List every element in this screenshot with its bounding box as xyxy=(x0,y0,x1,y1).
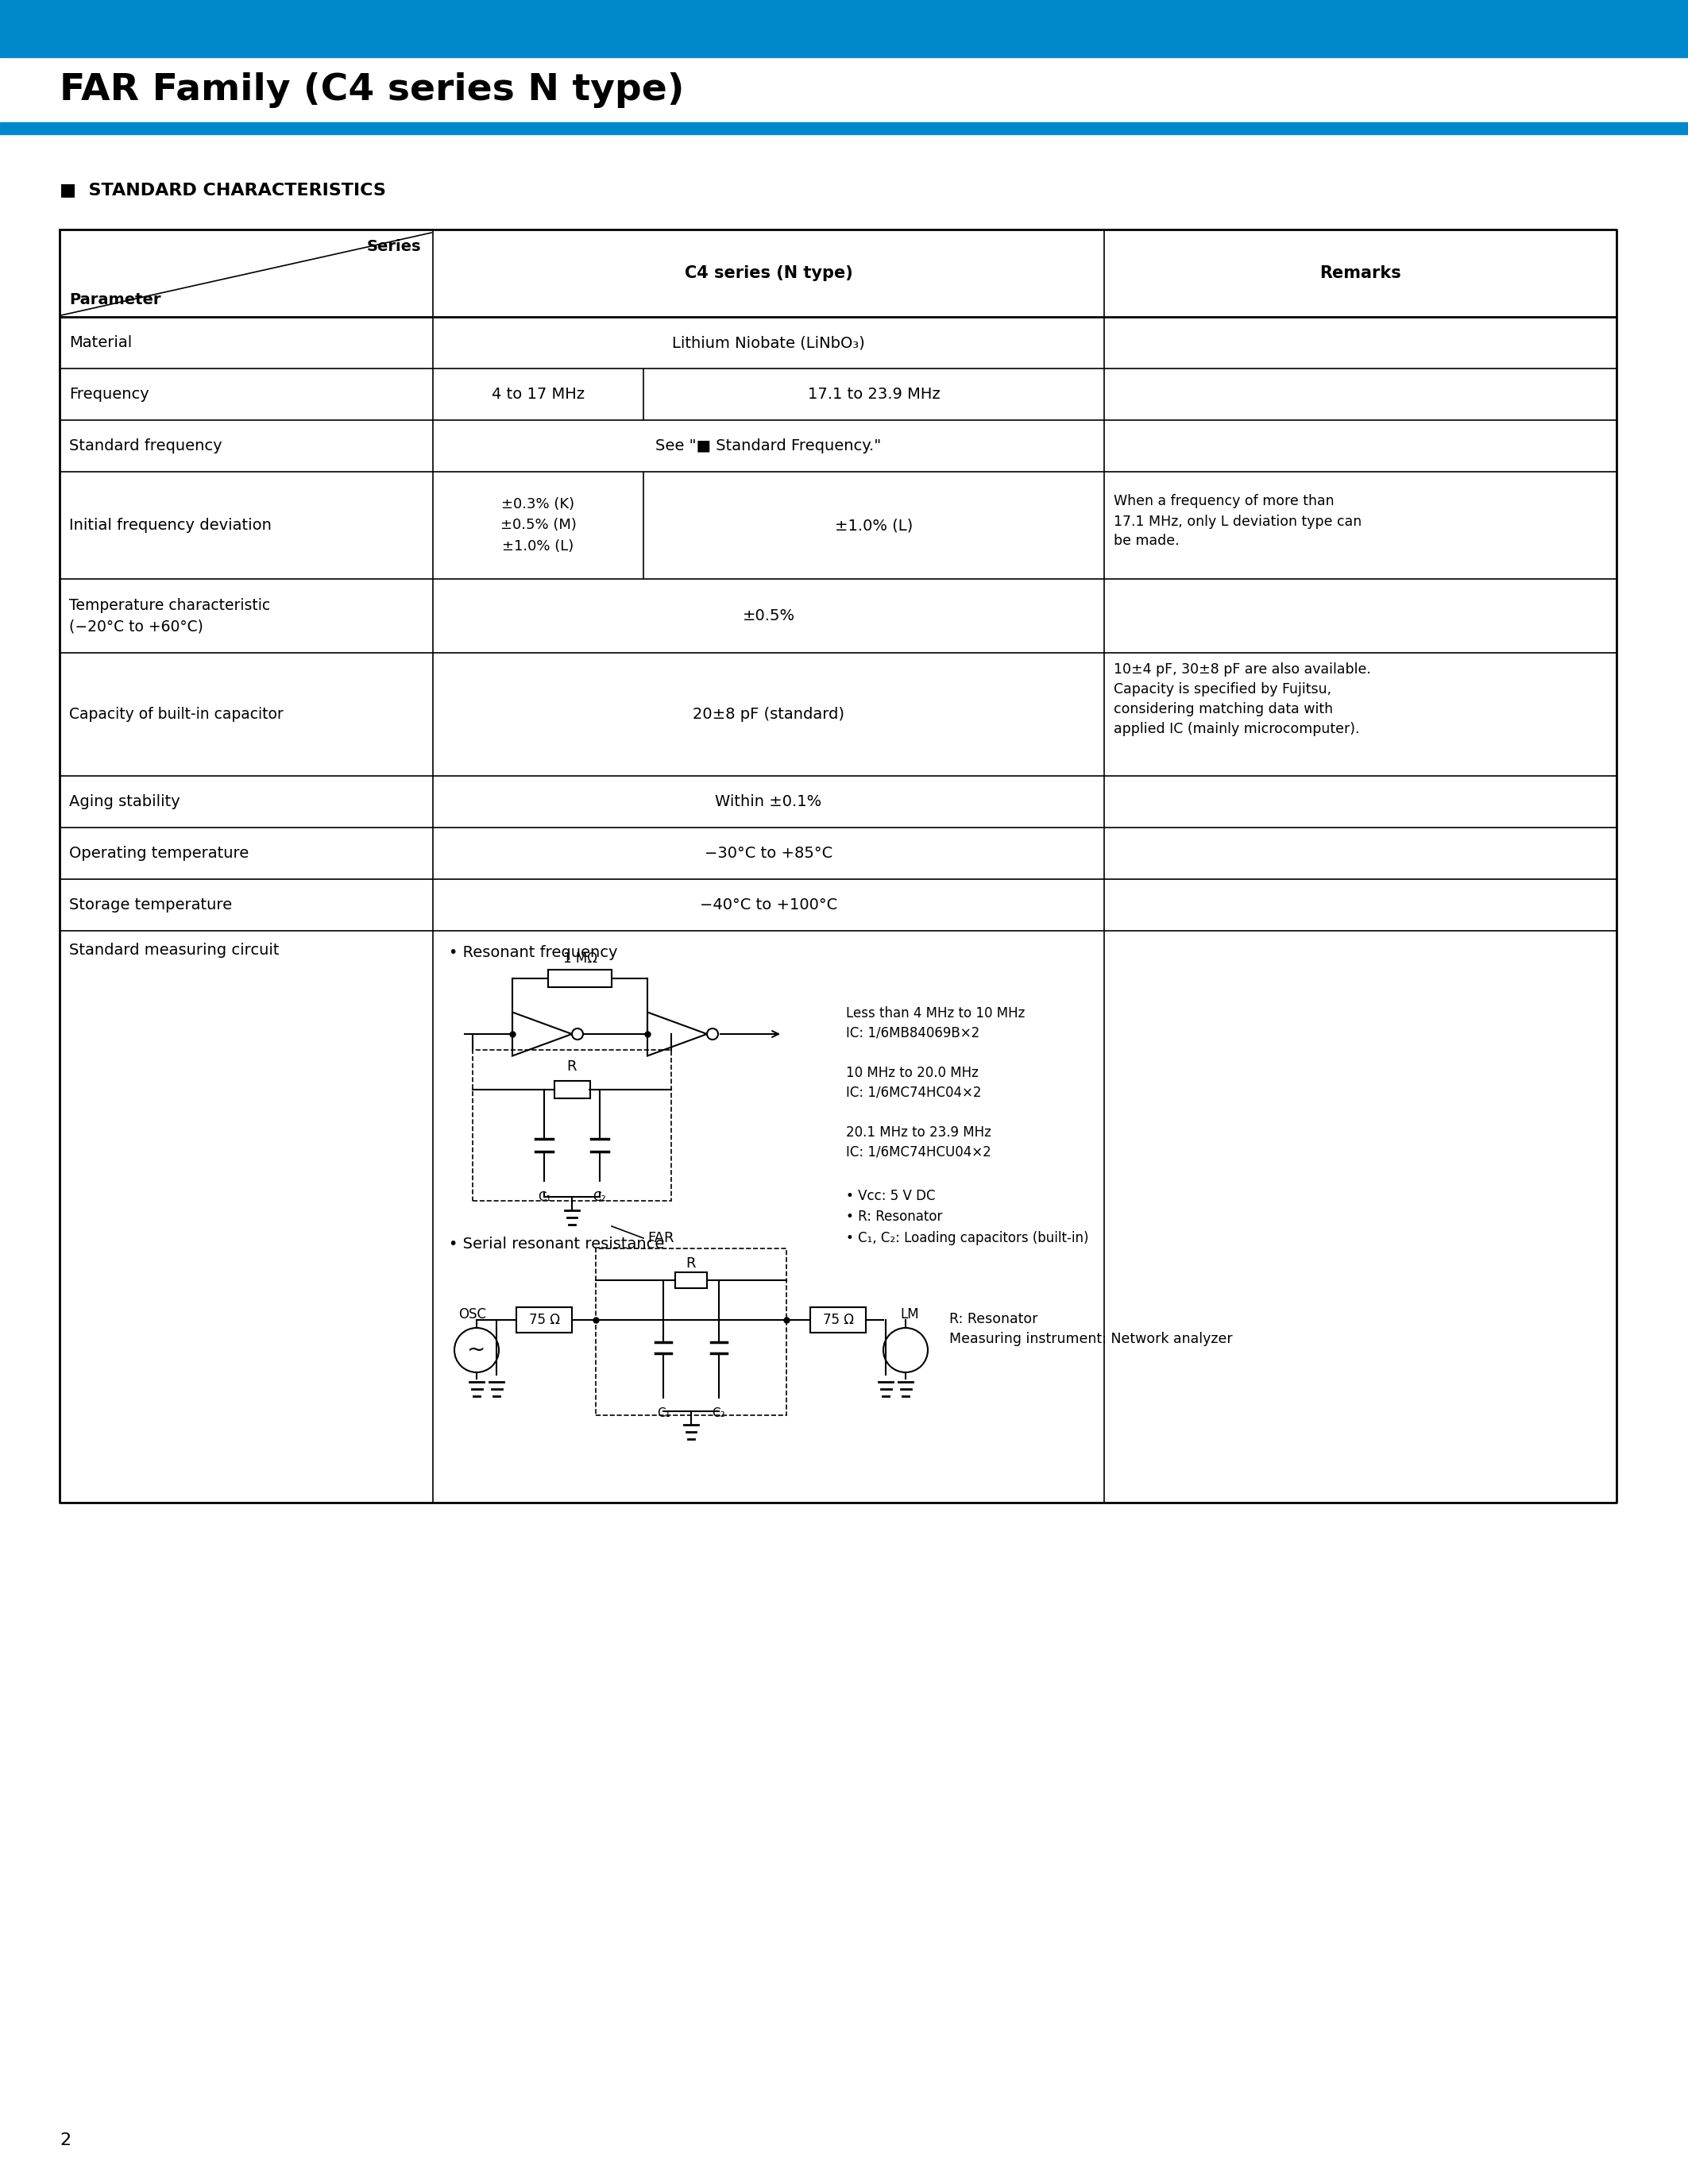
Bar xyxy=(473,1051,672,1201)
Text: Operating temperature: Operating temperature xyxy=(69,845,248,860)
Text: Series: Series xyxy=(366,238,420,253)
Text: • Resonant frequency: • Resonant frequency xyxy=(449,946,618,961)
Text: Remarks: Remarks xyxy=(1320,264,1401,282)
Text: 20.1 MHz to 23.9 MHz
IC: 1/6MC74HCU04×2: 20.1 MHz to 23.9 MHz IC: 1/6MC74HCU04×2 xyxy=(846,1125,991,1160)
Text: 1 MΩ: 1 MΩ xyxy=(562,952,598,965)
Text: FAR Family (C4 series N type): FAR Family (C4 series N type) xyxy=(59,72,684,107)
Text: Temperature characteristic
(−20°C to +60°C): Temperature characteristic (−20°C to +60… xyxy=(69,598,270,633)
Text: Capacity of built-in capacitor: Capacity of built-in capacitor xyxy=(69,708,284,723)
Text: Less than 4 MHz to 10 MHz
IC: 1/6MB84069B×2: Less than 4 MHz to 10 MHz IC: 1/6MB84069… xyxy=(846,1007,1025,1040)
Text: 10±4 pF, 30±8 pF are also available.
Capacity is specified by Fujitsu,
consideri: 10±4 pF, 30±8 pF are also available. Cap… xyxy=(1114,662,1371,736)
Text: Frequency: Frequency xyxy=(69,387,149,402)
Text: When a frequency of more than
17.1 MHz, only L deviation type can
be made.: When a frequency of more than 17.1 MHz, … xyxy=(1114,494,1362,548)
Text: FAR: FAR xyxy=(648,1232,674,1245)
Text: LM: LM xyxy=(900,1308,918,1321)
Bar xyxy=(0,122,1688,133)
Text: Parameter: Parameter xyxy=(69,293,160,308)
Text: ■  STANDARD CHARACTERISTICS: ■ STANDARD CHARACTERISTICS xyxy=(59,181,387,199)
Bar xyxy=(549,970,611,987)
Bar xyxy=(596,1249,787,1415)
Text: R: R xyxy=(685,1256,695,1271)
Text: 2: 2 xyxy=(59,2132,71,2149)
Text: ±1.0% (L): ±1.0% (L) xyxy=(836,518,913,533)
Text: Aging stability: Aging stability xyxy=(69,795,181,810)
Text: R: Resonator
Measuring instrument: Network analyzer: R: Resonator Measuring instrument: Netwo… xyxy=(949,1313,1232,1345)
Text: Storage temperature: Storage temperature xyxy=(69,898,231,913)
Text: Material: Material xyxy=(69,334,132,349)
Bar xyxy=(554,1081,589,1099)
Bar xyxy=(810,1308,866,1332)
Text: Standard frequency: Standard frequency xyxy=(69,439,223,454)
Text: See "■ Standard Frequency.": See "■ Standard Frequency." xyxy=(655,439,881,454)
Text: C₁: C₁ xyxy=(537,1190,550,1203)
Bar xyxy=(517,1308,572,1332)
Text: ±0.5%: ±0.5% xyxy=(743,609,795,622)
Text: 75 Ω: 75 Ω xyxy=(528,1313,560,1328)
Text: C₂: C₂ xyxy=(592,1190,606,1203)
Text: ±0.3% (K)
±0.5% (M)
±1.0% (L): ±0.3% (K) ±0.5% (M) ±1.0% (L) xyxy=(500,498,576,553)
Text: 20±8 pF (standard): 20±8 pF (standard) xyxy=(692,708,844,723)
Text: 4 to 17 MHz: 4 to 17 MHz xyxy=(491,387,584,402)
Text: −30°C to +85°C: −30°C to +85°C xyxy=(704,845,832,860)
Text: OSC: OSC xyxy=(459,1308,486,1321)
Text: −40°C to +100°C: −40°C to +100°C xyxy=(701,898,837,913)
Text: C₂: C₂ xyxy=(712,1406,726,1420)
Text: Within ±0.1%: Within ±0.1% xyxy=(716,795,822,810)
Text: R: R xyxy=(567,1059,577,1075)
Text: • Serial resonant resistance: • Serial resonant resistance xyxy=(449,1236,665,1251)
Text: 10 MHz to 20.0 MHz
IC: 1/6MC74HC04×2: 10 MHz to 20.0 MHz IC: 1/6MC74HC04×2 xyxy=(846,1066,981,1101)
Text: C4 series (N type): C4 series (N type) xyxy=(684,264,852,282)
Text: Standard measuring circuit: Standard measuring circuit xyxy=(69,943,279,959)
Text: Initial frequency deviation: Initial frequency deviation xyxy=(69,518,272,533)
Bar xyxy=(0,0,1688,57)
Text: ~: ~ xyxy=(468,1339,486,1361)
Text: 75 Ω: 75 Ω xyxy=(822,1313,854,1328)
Bar xyxy=(675,1273,707,1289)
Text: C₁: C₁ xyxy=(657,1406,670,1420)
Text: 17.1 to 23.9 MHz: 17.1 to 23.9 MHz xyxy=(807,387,940,402)
Text: Lithium Niobate (LiNbO₃): Lithium Niobate (LiNbO₃) xyxy=(672,334,864,349)
Text: • Vcc: 5 V DC
• R: Resonator
• C₁, C₂: Loading capacitors (built-in): • Vcc: 5 V DC • R: Resonator • C₁, C₂: L… xyxy=(846,1188,1089,1245)
